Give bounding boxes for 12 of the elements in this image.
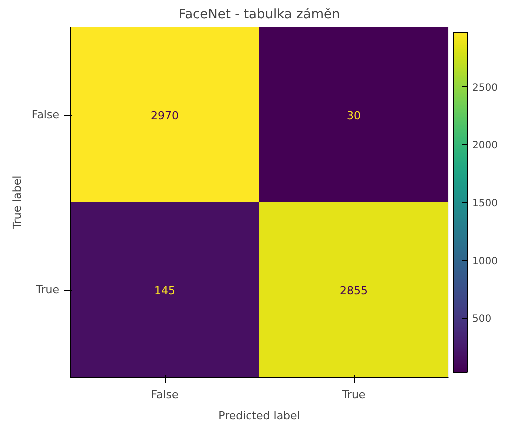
data-label: 145 [154, 284, 176, 298]
chart-title: FaceNet - tabulka záměn [178, 8, 340, 22]
color-bar-label: 2000 [472, 140, 498, 152]
data-label: 30 [347, 110, 361, 122]
x-axis-title: Predicted label [218, 410, 300, 422]
color-bar-label: 2500 [472, 82, 498, 94]
data-label: 2855 [340, 284, 368, 298]
color-bar-label: 1000 [472, 256, 498, 268]
color-bar-label: 500 [472, 314, 492, 326]
color-bar-label: 1500 [472, 198, 498, 210]
data-label: 2970 [151, 110, 180, 122]
y-axis-title: True label [10, 176, 24, 230]
